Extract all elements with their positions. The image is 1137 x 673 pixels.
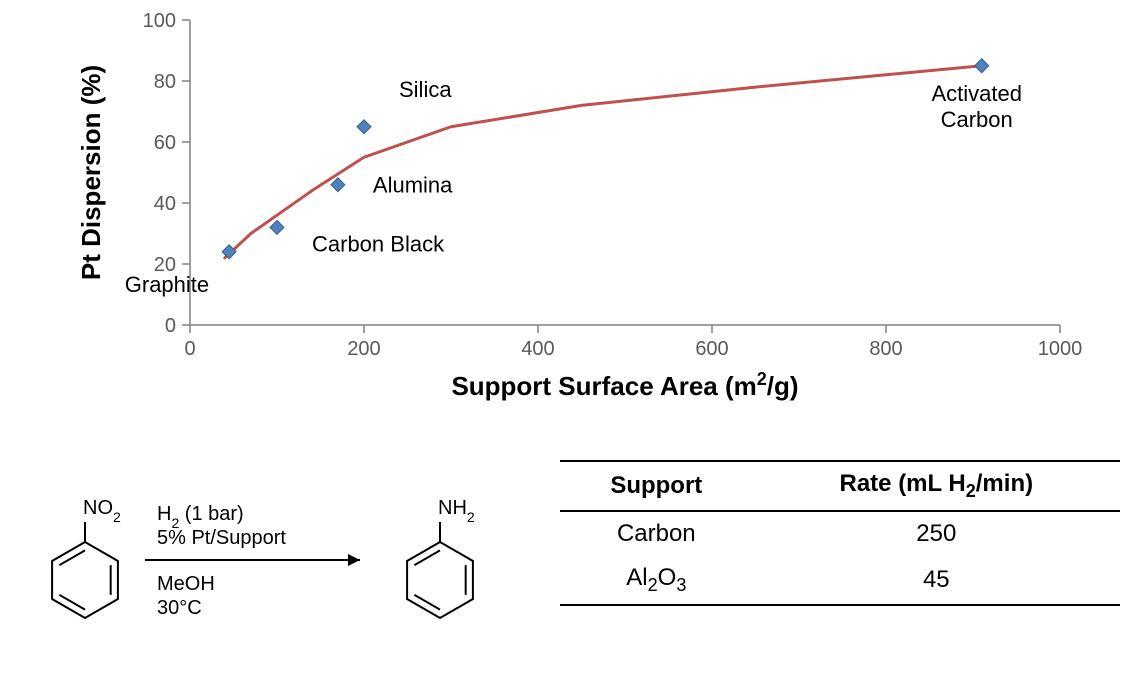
svg-text:80: 80	[154, 71, 176, 93]
rate-table-element: Support Rate (mL H2/min) Carbon250Al2O34…	[560, 460, 1120, 606]
svg-text:0: 0	[165, 315, 176, 337]
svg-text:200: 200	[347, 338, 380, 360]
svg-text:NH2: NH2	[438, 497, 475, 525]
svg-text:NO2: NO2	[83, 497, 121, 525]
data-point	[357, 120, 371, 134]
col-rate: Rate (mL H2/min)	[753, 461, 1120, 511]
point-label: Carbon Black	[312, 231, 445, 256]
reaction-condition: 5% Pt/Support	[157, 527, 286, 549]
cell-rate: 250	[753, 511, 1120, 556]
chart-svg: 02004006008001000020406080100Pt Dispersi…	[40, 0, 1100, 415]
data-point	[270, 220, 284, 234]
cell-support: Carbon	[560, 511, 753, 556]
svg-text:0: 0	[184, 338, 195, 360]
point-label: Graphite	[125, 272, 209, 297]
table-row: Al2O345	[560, 556, 1120, 605]
dispersion-chart: 02004006008001000020406080100Pt Dispersi…	[40, 0, 1100, 415]
point-label: Activated	[931, 81, 1022, 106]
x-axis-label: Support Surface Area (m2/g)	[451, 369, 798, 401]
svg-text:400: 400	[521, 338, 554, 360]
svg-text:1000: 1000	[1038, 338, 1083, 360]
data-point	[331, 178, 345, 192]
table-row: Carbon250	[560, 511, 1120, 556]
svg-text:60: 60	[154, 132, 176, 154]
svg-text:800: 800	[869, 338, 902, 360]
reaction-svg: NO2H2 (1 bar)5% Pt/SupportMeOH30°CNH2	[20, 450, 540, 660]
y-axis-label: Pt Dispersion (%)	[76, 65, 106, 280]
reaction-condition: MeOH	[157, 573, 215, 595]
col-support: Support	[560, 461, 753, 511]
reaction-condition: 30°C	[157, 597, 202, 619]
point-label: Carbon	[941, 107, 1013, 132]
data-point	[975, 59, 989, 73]
svg-text:600: 600	[695, 338, 728, 360]
point-label: Silica	[399, 77, 452, 102]
svg-text:40: 40	[154, 193, 176, 215]
page: 02004006008001000020406080100Pt Dispersi…	[0, 0, 1137, 673]
point-label: Alumina	[373, 173, 453, 198]
reaction-scheme: NO2H2 (1 bar)5% Pt/SupportMeOH30°CNH2	[20, 450, 540, 660]
svg-text:100: 100	[143, 10, 176, 32]
cell-support: Al2O3	[560, 556, 753, 605]
rate-table: Support Rate (mL H2/min) Carbon250Al2O34…	[560, 460, 1120, 606]
cell-rate: 45	[753, 556, 1120, 605]
